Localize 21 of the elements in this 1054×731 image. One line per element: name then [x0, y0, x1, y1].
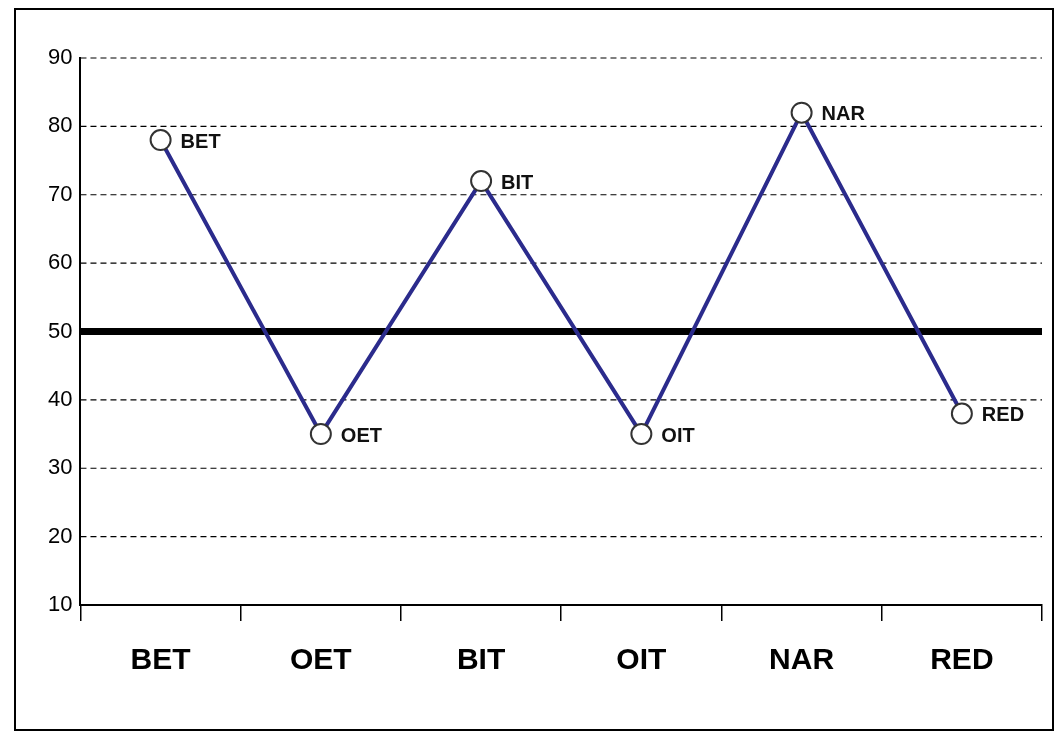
- y-tick-label: 40: [47, 385, 73, 411]
- annotation: OIT: [661, 423, 695, 446]
- x-tick-label: BIT: [456, 642, 506, 676]
- x-tick-label: NAR: [769, 642, 835, 676]
- x-tick-label: RED: [930, 642, 994, 676]
- annotation: OET: [340, 423, 382, 446]
- y-tick-label: 80: [47, 112, 73, 138]
- y-tick-label: 90: [47, 44, 73, 70]
- x-tick-label: BET: [130, 642, 191, 676]
- y-tick-label: 60: [47, 249, 73, 275]
- x-tick-label: OET: [290, 642, 352, 676]
- annotation: BET: [180, 129, 221, 152]
- annotation: NAR: [821, 102, 866, 125]
- annotation: RED: [981, 403, 1025, 426]
- y-tick-label: 70: [47, 180, 73, 206]
- y-tick-label: 50: [47, 317, 73, 343]
- x-tick-label: OIT: [616, 642, 667, 676]
- y-tick-label: 30: [47, 454, 73, 480]
- y-tick-label: 20: [47, 522, 73, 548]
- annotation: BIT: [501, 170, 534, 193]
- y-tick-label: 10: [47, 591, 73, 617]
